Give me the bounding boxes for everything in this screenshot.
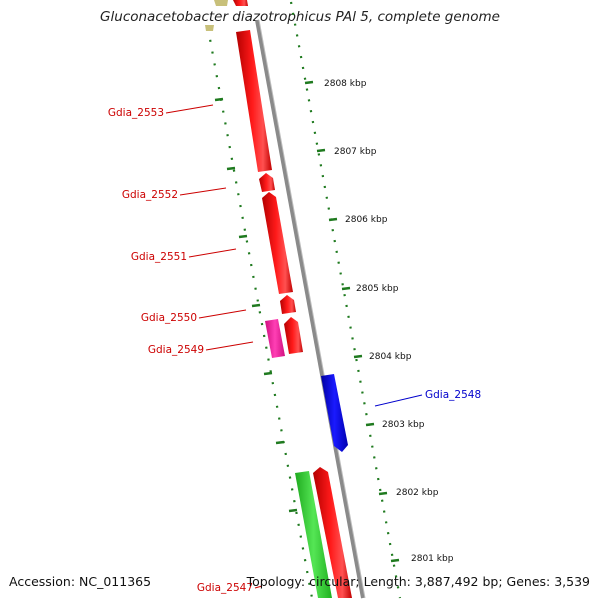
scale-label: 2801 kbp (411, 554, 454, 564)
accession-text: Accession: NC_011365 (9, 574, 152, 589)
gene-gdia-2549[interactable] (265, 319, 285, 358)
scale-label: 2807 kbp (334, 147, 377, 157)
gene-label[interactable]: Gdia_2552 (122, 189, 178, 201)
scale-label: 2808 kbp (324, 79, 367, 89)
inner-major-ticks (214, 97, 298, 513)
gene-label[interactable]: Gdia_2549 (148, 344, 204, 356)
scale-label: 2804 kbp (369, 352, 412, 362)
inner-tick-ring (206, 27, 314, 599)
gene-gdia-2548[interactable] (321, 374, 348, 452)
gene-gdia-2553[interactable] (236, 30, 272, 172)
gene-label[interactable]: Gdia_2547 (197, 582, 253, 594)
scale-label: 2803 kbp (382, 420, 425, 430)
scale-label: 2805 kbp (356, 284, 399, 294)
gene-gdia-2549-red[interactable] (284, 317, 303, 354)
map-title: Gluconacetobacter diazotrophicus PAl 5, … (100, 9, 500, 25)
gene-label[interactable]: Gdia_2553 (108, 107, 164, 119)
outer-tick-ring (289, 1, 402, 599)
gene-label[interactable]: Gdia_2551 (131, 251, 187, 263)
gene-gdia-2551[interactable] (262, 192, 293, 294)
scale-label: 2806 kbp (345, 215, 388, 225)
gene-gdia-2547-green (295, 471, 332, 598)
gene-label[interactable]: Gdia_2548 (425, 389, 481, 401)
gene-gdia-2552[interactable] (259, 173, 275, 192)
gene-label[interactable]: Gdia_2550 (141, 312, 197, 324)
gene-gdia-2550[interactable] (280, 295, 296, 314)
topology-text: Topology: circular; Length: 3,887,492 bp… (246, 574, 590, 589)
label-connectors (165, 104, 423, 589)
gene-gdia-2547[interactable] (313, 467, 352, 598)
genome-backbone (255, 19, 365, 599)
olive-feature (214, 0, 228, 6)
scale-label: 2802 kbp (396, 488, 439, 498)
major-ticks (304, 80, 400, 563)
